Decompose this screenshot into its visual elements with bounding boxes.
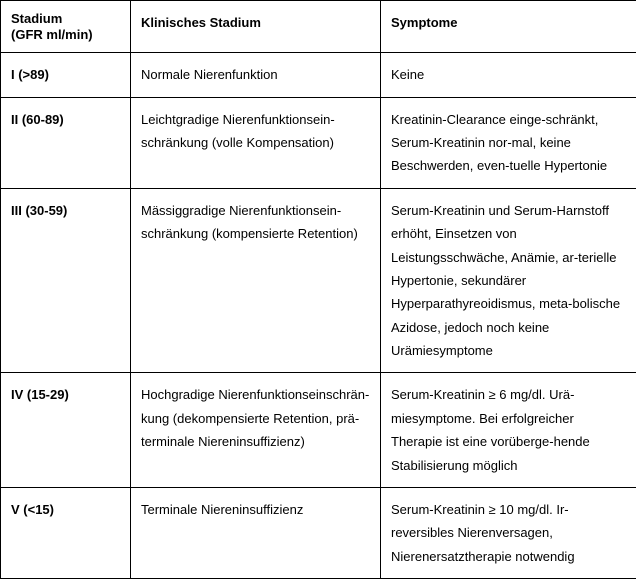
table-row: I (>89) Normale Nierenfunktion Keine bbox=[1, 53, 636, 97]
table-header-row: Stadium (GFR ml/min) Klinisches Stadium … bbox=[1, 1, 636, 53]
table-row: II (60-89) Leichtgradige Nierenfunktions… bbox=[1, 97, 636, 188]
header-stadium: Stadium (GFR ml/min) bbox=[1, 1, 131, 53]
table-row: III (30-59) Mässiggradige Nierenfunktion… bbox=[1, 188, 636, 373]
cell-klinisch: Mässiggradige Nierenfunktionsein-schränk… bbox=[131, 188, 381, 373]
header-symptome: Symptome bbox=[381, 1, 636, 53]
header-klinisch: Klinisches Stadium bbox=[131, 1, 381, 53]
cell-symptome: Kreatinin-Clearance einge-schränkt, Seru… bbox=[381, 97, 636, 188]
table-body: I (>89) Normale Nierenfunktion Keine II … bbox=[1, 53, 636, 579]
cell-symptome: Keine bbox=[381, 53, 636, 97]
cell-stadium: II (60-89) bbox=[1, 97, 131, 188]
table-row: IV (15-29) Hochgradige Nierenfunktionsei… bbox=[1, 373, 636, 488]
cell-symptome: Serum-Kreatinin und Serum-Harnstoff erhö… bbox=[381, 188, 636, 373]
cell-stadium: V (<15) bbox=[1, 488, 131, 579]
cell-klinisch: Hochgradige Nierenfunktionseinschrän-kun… bbox=[131, 373, 381, 488]
table-row: V (<15) Terminale Niereninsuffizienz Ser… bbox=[1, 488, 636, 579]
cell-klinisch: Terminale Niereninsuffizienz bbox=[131, 488, 381, 579]
header-stadium-line1: Stadium bbox=[11, 11, 120, 27]
kidney-stages-table: Stadium (GFR ml/min) Klinisches Stadium … bbox=[0, 0, 636, 579]
cell-stadium: IV (15-29) bbox=[1, 373, 131, 488]
cell-symptome: Serum-Kreatinin ≥ 10 mg/dl. Ir-reversibl… bbox=[381, 488, 636, 579]
cell-klinisch: Normale Nierenfunktion bbox=[131, 53, 381, 97]
cell-stadium: I (>89) bbox=[1, 53, 131, 97]
cell-klinisch: Leichtgradige Nierenfunktionsein-schränk… bbox=[131, 97, 381, 188]
header-stadium-line2: (GFR ml/min) bbox=[11, 27, 120, 43]
cell-symptome: Serum-Kreatinin ≥ 6 mg/dl. Urä-miesympto… bbox=[381, 373, 636, 488]
cell-stadium: III (30-59) bbox=[1, 188, 131, 373]
